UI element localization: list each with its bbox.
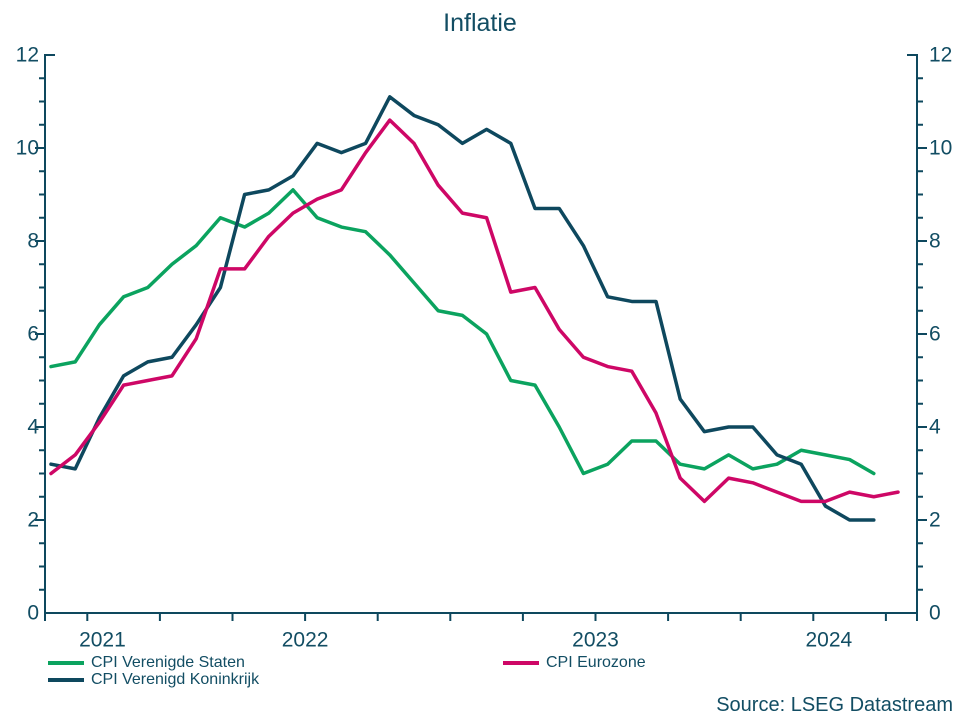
y-tick-label-left: 6 <box>27 323 39 346</box>
y-tick-label-right: 12 <box>929 44 952 67</box>
y-axis-left <box>44 54 55 621</box>
y-tick-label-right: 4 <box>929 416 941 439</box>
legend-label-ez: CPI Eurozone <box>546 653 646 671</box>
series-line-us <box>49 188 876 476</box>
y-tick-label-left: 12 <box>16 44 39 67</box>
legend-item-us: CPI Verenigde Staten <box>48 654 259 671</box>
source-credit: Source: LSEG Datastream <box>716 694 953 716</box>
legend-label-us: CPI Verenigde Staten <box>91 653 245 671</box>
series-line-uk <box>49 95 876 522</box>
y-tick-label-right: 0 <box>929 602 941 625</box>
series-line-ez <box>49 118 900 504</box>
y-axis-right <box>907 54 918 621</box>
x-year-label: 2021 <box>79 629 126 652</box>
legend-right-column: CPI Eurozone <box>503 654 646 671</box>
y-tick-label-right: 10 <box>929 137 952 160</box>
y-tick-label-right: 2 <box>929 509 941 532</box>
legend-item-uk: CPI Verenigd Koninkrijk <box>48 671 259 688</box>
y-tick-label-left: 4 <box>27 416 39 439</box>
legend-item-ez: CPI Eurozone <box>503 654 646 671</box>
x-year-label: 2023 <box>572 629 619 652</box>
x-year-label: 2022 <box>282 629 329 652</box>
legend-swatch-us <box>48 660 84 665</box>
y-tick-label-left: 8 <box>27 230 39 253</box>
y-tick-label-left: 0 <box>27 602 39 625</box>
y-tick-label-left: 10 <box>16 137 39 160</box>
legend-label-uk: CPI Verenigd Koninkrijk <box>91 670 260 688</box>
legend-swatch-ez <box>503 660 539 665</box>
legend-swatch-uk <box>48 677 84 682</box>
x-year-label: 2024 <box>805 629 852 652</box>
y-tick-label-left: 2 <box>27 509 39 532</box>
y-tick-label-right: 8 <box>929 230 941 253</box>
y-tick-label-right: 6 <box>929 323 941 346</box>
chart-title: Inflatie <box>443 9 517 37</box>
legend-left-column: CPI Verenigde Staten CPI Verenigd Konink… <box>48 654 259 688</box>
